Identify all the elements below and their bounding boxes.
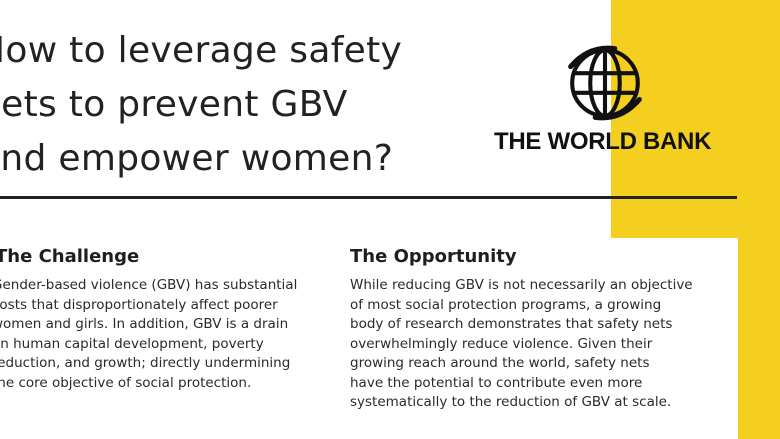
text-line: women and girls. In addition, GBV is a d… (0, 316, 289, 332)
opportunity-paragraph: While reducing GBV is not necessarily an… (350, 276, 693, 413)
text-line: overwhelmingly reduce violence. Given th… (350, 335, 653, 352)
text-line: the core objective of social protection. (0, 374, 252, 391)
challenge-paragraph: Gender-based violence (GBV) has substant… (0, 276, 297, 393)
text-line: Gender-based violence (GBV) has substant… (0, 277, 298, 293)
page-title: How to leverage safety nets to prevent G… (0, 24, 418, 186)
text-line: on human capital development, poverty (0, 335, 264, 352)
challenge-heading: The Challenge (0, 246, 140, 267)
globe-icon (568, 45, 642, 121)
logo-wordmark: THE WORLD BANK (494, 128, 712, 155)
text-line: growing reach around the world, safety n… (350, 355, 650, 371)
text-line: of most social protection programs, a gr… (350, 296, 662, 313)
text-line: body of research demonstrates that safet… (350, 316, 673, 332)
divider-rule (0, 196, 737, 199)
text-line: have the potential to contribute even mo… (350, 374, 643, 391)
text-line: systematically to the reduction of GBV a… (350, 394, 672, 410)
title-line: nets to prevent GBV (0, 84, 348, 125)
text-line: While reducing GBV is not necessarily an… (350, 277, 693, 293)
title-line: How to leverage safety (0, 30, 403, 71)
text-line: costs that disproportionately affect poo… (0, 296, 278, 313)
text-line: reduction, and growth; directly undermin… (0, 355, 291, 371)
title-line: and empower women? (0, 138, 394, 179)
opportunity-heading: The Opportunity (350, 246, 517, 267)
content-card (0, 238, 738, 439)
